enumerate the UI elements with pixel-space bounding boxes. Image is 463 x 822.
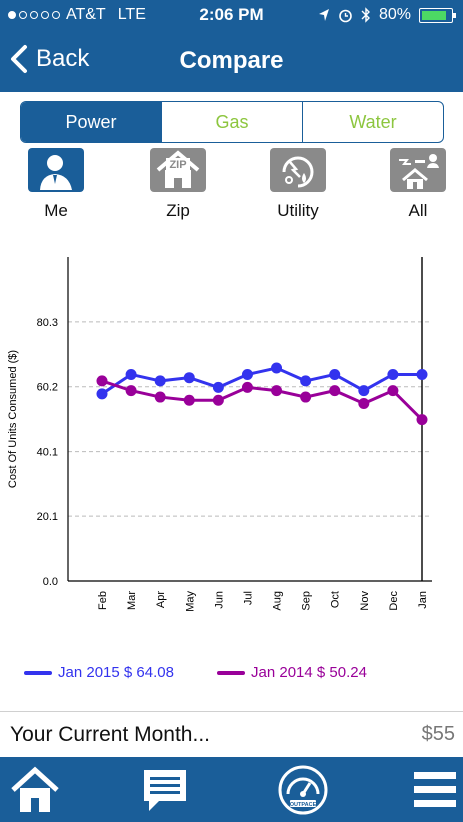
- current-month-value: $55: [421, 723, 455, 745]
- x-tick-label: Dec: [388, 591, 400, 611]
- series-line: [101, 379, 424, 421]
- y-axis-label: Cost Of Units Consumed ($): [7, 350, 19, 488]
- compare-me-button[interactable]: Me: [11, 148, 101, 221]
- x-tick-label: Oct: [330, 591, 342, 608]
- y-tick-label: 40.1: [37, 447, 58, 459]
- network-label: LTE: [117, 6, 146, 23]
- y-tick-label: 80.3: [37, 317, 58, 329]
- tab-meter[interactable]: OUTPACE: [268, 757, 338, 822]
- status-right: 80%: [318, 6, 456, 24]
- compare-all-label: All: [408, 201, 428, 220]
- current-month-row[interactable]: Your Current Month... $55: [0, 711, 463, 757]
- data-point: [271, 362, 283, 374]
- x-tick-label: May: [184, 591, 196, 612]
- nav-bar: Back Compare: [0, 30, 463, 92]
- news-icon: [144, 769, 186, 811]
- battery-icon: [419, 7, 456, 23]
- data-point: [212, 381, 224, 393]
- status-time: 2:06 PM: [199, 5, 264, 24]
- cost-comparison-chart: 0.0 20.1 40.1 60.2 80.3 Cost Of Units Consume…: [7, 257, 432, 612]
- data-point: [329, 385, 341, 397]
- carrier-label: AT&T: [66, 6, 106, 23]
- data-point: [387, 385, 399, 397]
- data-point: [183, 394, 195, 406]
- data-point: [387, 368, 399, 380]
- y-tick-label: 0.0: [43, 576, 58, 588]
- x-tick-label: Jan: [417, 591, 429, 609]
- data-point: [154, 375, 166, 387]
- back-button[interactable]: Back: [10, 44, 89, 74]
- legend-item-2015: Jan 2015 $ 64.08: [24, 664, 174, 681]
- home-icon: [11, 766, 59, 812]
- data-point: [241, 381, 253, 393]
- chart-legend: Jan 2015 $ 64.08 Jan 2014 $ 50.24: [24, 664, 444, 688]
- data-point: [358, 385, 370, 397]
- data-point: [154, 391, 166, 403]
- back-label: Back: [36, 45, 90, 72]
- data-point: [300, 375, 312, 387]
- battery-percent: 80%: [378, 6, 411, 23]
- x-tick-label: Jun: [213, 591, 225, 609]
- data-point: [183, 372, 195, 384]
- tab-menu[interactable]: [400, 757, 463, 822]
- x-tick-label: Feb: [97, 591, 109, 610]
- segment-power[interactable]: Power: [21, 102, 162, 142]
- legend-item-2014: Jan 2014 $ 50.24: [217, 664, 367, 681]
- x-tick-label: Sep: [301, 591, 313, 611]
- x-tick-label: Jul: [242, 591, 254, 605]
- compare-me-label: Me: [44, 201, 68, 220]
- y-tick-label: 20.1: [37, 511, 58, 523]
- svg-text:OUTPACE: OUTPACE: [290, 802, 317, 808]
- x-tick-label: Aug: [272, 591, 284, 611]
- chevron-left-icon: [11, 45, 27, 73]
- x-tick-label: Mar: [126, 591, 138, 610]
- utility-type-segmented-control: Power Gas Water: [20, 101, 444, 143]
- y-tick-label: 60.2: [37, 382, 58, 394]
- meter-icon: OUTPACE: [278, 765, 328, 814]
- svg-text:ZIP: ZIP: [169, 159, 186, 171]
- legend-label-2015: Jan 2015 $ 64.08: [58, 664, 174, 681]
- status-left: AT&T LTE: [8, 6, 146, 24]
- compare-zip-button[interactable]: ZIP Zip: [133, 148, 223, 221]
- segment-water[interactable]: Water: [349, 111, 397, 132]
- segment-gas[interactable]: Gas: [162, 102, 303, 142]
- person-icon: [28, 148, 84, 192]
- legend-label-2014: Jan 2014 $ 50.24: [251, 664, 367, 681]
- legend-swatch-2014: [217, 670, 245, 675]
- data-point: [96, 388, 108, 400]
- data-point: [271, 385, 283, 397]
- data-point: [96, 375, 108, 387]
- compare-utility-button[interactable]: Utility: [253, 148, 343, 221]
- bluetooth-icon: [361, 7, 370, 23]
- utility-icon: [270, 148, 326, 192]
- data-point: [125, 368, 137, 380]
- menu-icon: [414, 771, 456, 807]
- data-point: [125, 385, 137, 397]
- current-month-label: Your Current Month...: [10, 722, 210, 746]
- x-tick-label: Nov: [359, 591, 371, 611]
- signal-dots-icon: [8, 11, 60, 19]
- compare-zip-label: Zip: [166, 201, 190, 220]
- data-point: [416, 414, 428, 426]
- all-users-house-icon: [390, 148, 446, 192]
- status-bar: AT&T LTE 2:06 PM 80%: [0, 0, 463, 30]
- alarm-icon: [339, 9, 352, 22]
- location-arrow-icon: [318, 9, 329, 21]
- tab-home[interactable]: [0, 757, 70, 822]
- data-point: [300, 391, 312, 403]
- data-point: [416, 368, 428, 380]
- compare-utility-label: Utility: [277, 201, 319, 220]
- x-tick-label: Apr: [155, 591, 167, 608]
- data-point: [212, 394, 224, 406]
- data-point: [329, 368, 341, 380]
- data-point: [358, 398, 370, 410]
- page-title: Compare: [179, 47, 284, 74]
- data-point: [241, 368, 253, 380]
- tab-news[interactable]: [130, 757, 200, 822]
- legend-swatch-2015: [24, 670, 52, 675]
- compare-all-button[interactable]: All: [373, 148, 463, 221]
- compare-options: Me ZIP Zip Utility: [0, 148, 463, 223]
- tab-bar: OUTPACE: [0, 757, 463, 822]
- zip-house-icon: ZIP: [150, 148, 206, 192]
